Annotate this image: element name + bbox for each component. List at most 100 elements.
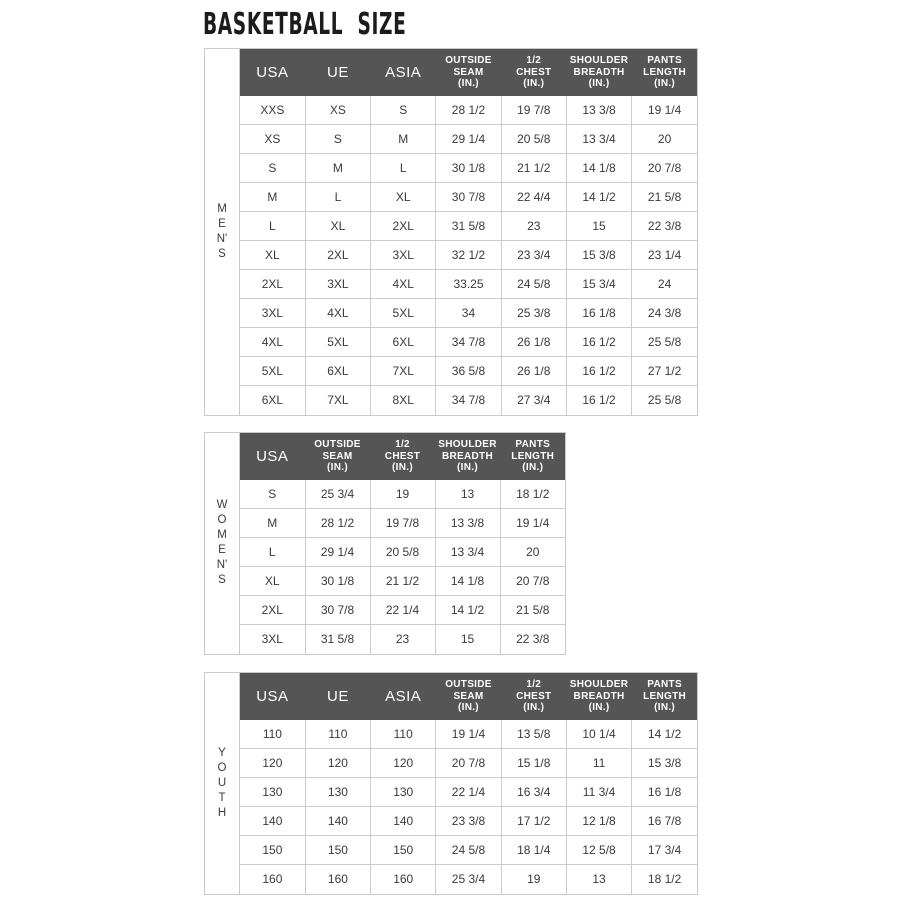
table-cell: L — [240, 537, 306, 567]
table-cell: 30 7/8 — [305, 595, 371, 625]
table-cell: XS — [305, 95, 372, 125]
table-cell: 2XL — [240, 269, 306, 299]
table-cell: 25 3/4 — [305, 479, 371, 509]
table-cell: XL — [370, 182, 437, 212]
table-cell: 120 — [370, 748, 437, 778]
column-header: UE — [305, 49, 372, 96]
table-row: 2XL 30 7/8 22 1/4 14 1/2 21 5/8 — [240, 595, 565, 625]
group-label-letter: O — [217, 514, 227, 527]
table-cell: 19 7/8 — [501, 95, 567, 125]
column-header-line: (IN.) — [523, 702, 545, 713]
column-header-line: (IN.) — [458, 78, 479, 89]
column-header-line: (IN.) — [654, 78, 676, 89]
table-row: XL 30 1/8 21 1/2 14 1/8 20 7/8 — [240, 566, 565, 596]
table-cell: 13 3/8 — [435, 508, 501, 538]
table-cell: 15 3/8 — [566, 240, 633, 270]
table-cell: 130 — [240, 777, 306, 807]
column-header: PANTS LENGTH (IN.) — [631, 673, 697, 720]
table-cell: XL — [240, 566, 306, 596]
group-label-letter: O — [217, 761, 227, 774]
table-cell: 22 3/8 — [631, 211, 697, 241]
table-cell: 150 — [240, 835, 306, 865]
group-label-letter: E — [218, 544, 226, 557]
table-cell: 7XL — [370, 356, 437, 386]
mens-group-label: M E N' S — [205, 49, 240, 415]
column-header: USA — [240, 673, 306, 720]
table-cell: 20 — [631, 124, 697, 154]
table-cell: 27 3/4 — [501, 385, 567, 415]
table-cell: 19 1/4 — [500, 508, 565, 538]
table-cell: 14 1/2 — [647, 726, 682, 741]
table-cell: XL — [240, 240, 306, 270]
column-header: PANTS LENGTH (IN.) — [500, 433, 565, 480]
column-header-line: USA — [256, 63, 289, 81]
table-cell: 33.25 — [435, 269, 502, 299]
table-cell: 20 7/8 — [631, 153, 697, 183]
table-cell: 13 3/8 — [566, 95, 633, 125]
table-cell: 16 1/2 — [566, 327, 633, 357]
table-cell: 16 1/8 — [631, 777, 697, 807]
column-header-line: UE — [327, 63, 349, 81]
column-header: SHOULDER BREADTH (IN.) — [435, 433, 501, 480]
table-cell: 20 5/8 — [501, 124, 567, 154]
table-cell: 14 1/8 — [435, 566, 501, 596]
table-cell: L — [240, 211, 306, 241]
womens-size-table-block: W O M E N' S USA OUTSIDE SEAM (IN.) 1/2 CHEST (IN.)… — [204, 432, 566, 655]
table-row: 150 150 150 24 5/8 18 1/4 12 5/8 17 3/4 — [240, 835, 697, 865]
column-header-line: (IN.) — [654, 702, 676, 713]
table-cell: 32 1/2 — [435, 240, 502, 270]
table-cell: 16 3/4 — [501, 777, 567, 807]
column-header: OUTSIDE SEAM (IN.) — [305, 433, 371, 480]
column-header-line: (IN.) — [392, 462, 413, 473]
table-cell: 11 3/4 — [566, 777, 633, 807]
youth-size-table: USA UE ASIA OUTSIDE SEAM (IN.) 1/2 CHEST (IN.) SH… — [240, 673, 697, 894]
table-cell: 8XL — [370, 385, 437, 415]
table-cell: 15 3/8 — [631, 748, 697, 778]
group-label-letter: M — [217, 529, 227, 542]
table-cell: 12 1/8 — [566, 806, 633, 836]
column-header-line: 1/2 — [395, 439, 410, 450]
table-cell: 20 7/8 — [500, 566, 565, 596]
table-cell: 150 — [370, 835, 437, 865]
group-label-letter: T — [218, 791, 226, 804]
table-row: 110 110 110 19 1/4 13 5/8 10 1/4 14 1/2 — [240, 719, 697, 749]
column-header-line: PANTS — [647, 55, 682, 66]
table-cell: 25 3/8 — [501, 298, 567, 328]
column-header: OUTSIDE SEAM (IN.) — [435, 49, 502, 96]
table-cell: XL — [305, 211, 372, 241]
column-header: USA — [240, 433, 306, 480]
table-cell: 34 — [435, 298, 502, 328]
table-header-row: USA UE ASIA OUTSIDE SEAM (IN.) 1/2 CHEST (IN.) SH… — [240, 673, 697, 720]
group-label-letter: N' — [216, 232, 228, 245]
table-cell: 18 1/4 — [501, 835, 567, 865]
column-header: 1/2 CHEST (IN.) — [501, 49, 567, 96]
table-cell: 2XL — [240, 595, 306, 625]
table-cell: 21 1/2 — [370, 566, 436, 596]
table-cell: 23 3/8 — [435, 806, 502, 836]
table-cell: 29 1/4 — [305, 537, 371, 567]
table-cell: 20 7/8 — [435, 748, 502, 778]
column-header: ASIA — [370, 49, 437, 96]
table-cell: 31 5/8 — [305, 624, 371, 654]
table-cell: 24 5/8 — [501, 269, 567, 299]
table-cell: 6XL — [240, 385, 306, 415]
table-cell: 13 3/4 — [566, 124, 633, 154]
table-row: M L XL 30 7/8 22 4/4 14 1/2 21 5/8 — [240, 182, 697, 212]
table-cell: 150 — [305, 835, 372, 865]
table-cell: L — [305, 182, 372, 212]
table-cell: 22 3/8 — [500, 624, 565, 654]
column-header-line: (IN.) — [523, 78, 545, 89]
column-header-line: (IN.) — [588, 78, 610, 89]
column-header: ASIA — [370, 673, 437, 720]
table-cell: 160 — [305, 864, 372, 894]
table-cell: 30 1/8 — [435, 153, 502, 183]
table-cell: S — [240, 153, 306, 183]
table-row: 3XL 31 5/8 23 15 22 3/8 — [240, 624, 565, 654]
table-cell: 20 — [500, 537, 565, 567]
youth-table-rows: 110 110 110 19 1/4 13 5/8 10 1/4 14 1/2 120 120 1… — [240, 719, 697, 894]
column-header-line: PANTS — [647, 679, 682, 690]
table-cell: 26 1/8 — [501, 327, 567, 357]
table-cell: 30 7/8 — [435, 182, 502, 212]
